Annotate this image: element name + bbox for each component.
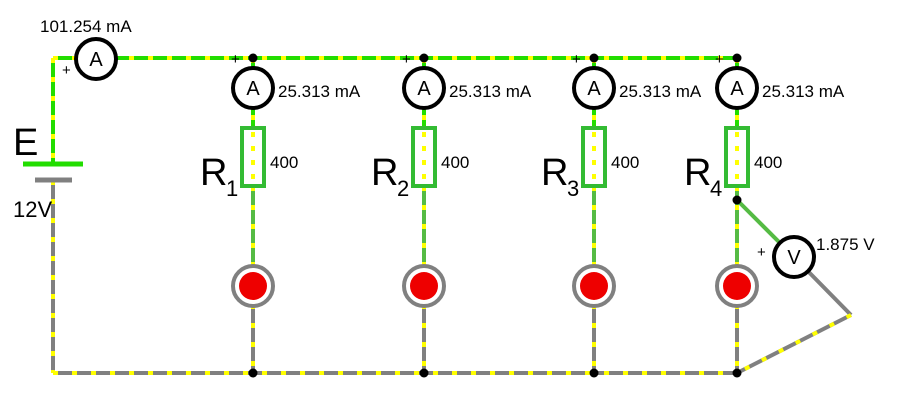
resistor-body	[411, 126, 437, 188]
branch-current-reading: 25.313 mA	[449, 82, 532, 101]
ammeter-plus-sign: +	[402, 51, 411, 68]
ammeter-body	[715, 66, 759, 110]
voltage-source[interactable]: E 12V	[13, 122, 83, 222]
source-voltage: 12V	[13, 197, 52, 222]
resistor[interactable]: R2 400	[371, 126, 469, 201]
resistor-symbol: R	[371, 152, 398, 194]
resistor-symbol: R	[541, 152, 568, 194]
branch-current-reading: 25.313 mA	[762, 82, 845, 101]
bottom-junction	[732, 368, 742, 378]
lamp-glow	[723, 272, 751, 300]
lamp-glow	[580, 272, 608, 300]
lamp[interactable]	[231, 264, 275, 308]
voltmeter-junction	[732, 195, 742, 205]
bottom-junction	[589, 368, 599, 378]
resistor-body	[724, 126, 750, 188]
voltmeter-body	[772, 235, 816, 279]
resistor-index: 1	[226, 176, 238, 201]
main-current-reading: 101.254 mA	[40, 17, 132, 36]
resistor-index: 4	[710, 176, 722, 201]
branch-4: + A 25.313 mA R4 400	[684, 51, 845, 378]
lamp[interactable]	[402, 264, 446, 308]
resistor[interactable]: R4 400	[684, 126, 782, 201]
wires	[51, 56, 853, 375]
branch-1: + A 25.313 mA R1 400	[200, 51, 361, 378]
branch-3: + A 25.313 mA R3 400	[541, 51, 702, 378]
resistance-value: 400	[270, 153, 298, 172]
top-junction	[589, 53, 599, 63]
top-junction	[732, 53, 742, 63]
ammeter-body	[231, 66, 275, 110]
ammeter-letter: A	[417, 78, 431, 100]
voltmeter[interactable]: V + 1.875 V	[757, 235, 875, 279]
voltmeter-letter: V	[787, 247, 801, 269]
source-symbol: E	[13, 122, 38, 164]
resistor-symbol: R	[684, 152, 711, 194]
ammeter-plus-sign: +	[62, 62, 71, 79]
lamp-glow	[410, 272, 438, 300]
ammeter-letter: A	[730, 78, 744, 100]
top-junction	[248, 53, 258, 63]
branch-current-reading: 25.313 mA	[619, 82, 702, 101]
top-junction	[419, 53, 429, 63]
ammeter-plus-sign: +	[715, 51, 724, 68]
resistor-index: 2	[397, 176, 409, 201]
branch-ammeter[interactable]: A	[402, 66, 446, 110]
main-ammeter[interactable]: A + 101.254 mA	[40, 17, 132, 81]
resistor[interactable]: R3 400	[541, 126, 639, 201]
ammeter-body	[402, 66, 446, 110]
resistance-value: 400	[611, 153, 639, 172]
resistor-body	[240, 126, 266, 188]
voltmeter-lead-bottom-dots	[736, 313, 852, 375]
resistor-index: 3	[567, 176, 579, 201]
resistance-value: 400	[441, 153, 469, 172]
branch-ammeter[interactable]: A	[231, 66, 275, 110]
resistor-symbol: R	[200, 152, 227, 194]
ammeter-letter: A	[246, 78, 260, 100]
lamp[interactable]	[572, 264, 616, 308]
branch-ammeter[interactable]: A	[572, 66, 616, 110]
resistor-body	[581, 126, 607, 188]
ammeter-plus-sign: +	[572, 51, 581, 68]
branch-2: + A 25.313 mA R2 400	[371, 51, 532, 378]
lamp[interactable]	[715, 264, 759, 308]
ammeter-body	[74, 37, 118, 81]
ammeter-letter: A	[89, 49, 103, 71]
bottom-junction	[248, 368, 258, 378]
ammeter-plus-sign: +	[231, 51, 240, 68]
lamp-glow	[239, 272, 267, 300]
branch-current-reading: 25.313 mA	[278, 82, 361, 101]
branch-ammeter[interactable]: A	[715, 66, 759, 110]
resistance-value: 400	[754, 153, 782, 172]
ammeter-letter: A	[587, 78, 601, 100]
resistor[interactable]: R1 400	[200, 126, 298, 201]
voltmeter-plus-sign: +	[757, 244, 766, 261]
bottom-junction	[419, 368, 429, 378]
voltmeter-reading: 1.875 V	[816, 235, 875, 254]
ammeter-body	[572, 66, 616, 110]
